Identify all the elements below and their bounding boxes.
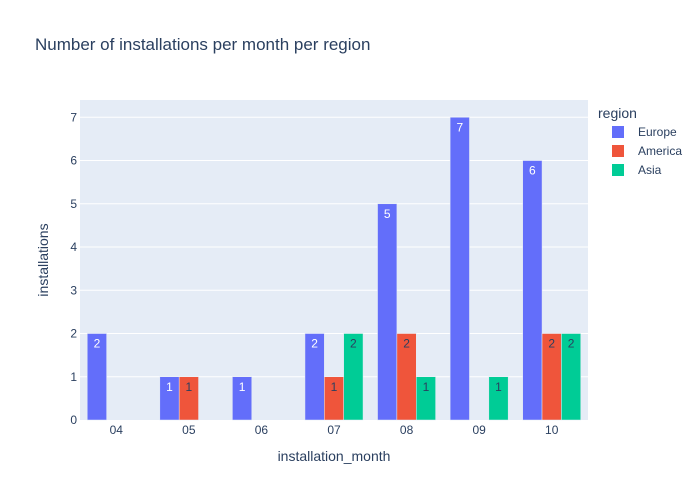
bar-europe (449, 117, 470, 421)
x-tick-label: 10 (545, 423, 559, 437)
bar-value-label: 2 (311, 337, 318, 351)
y-gridlines (80, 116, 588, 378)
legend-label-europe: Europe (638, 125, 677, 139)
bar-asia (343, 333, 364, 421)
x-tick-label: 04 (110, 423, 124, 437)
bar-asia (561, 333, 581, 421)
legend-label-asia: Asia (638, 163, 662, 177)
bar-asia (488, 376, 509, 421)
legend: region Europe America Asia (598, 105, 682, 177)
bar-europe (232, 376, 253, 421)
bar-value-label: 5 (384, 207, 391, 221)
plot-area (80, 100, 588, 420)
y-axis-title: installations (35, 223, 51, 296)
legend-title: region (598, 105, 637, 121)
bar-value-label: 2 (350, 337, 357, 351)
legend-swatch-europe (612, 126, 624, 138)
y-tick-label: 1 (70, 370, 77, 384)
y-tick-label: 2 (70, 327, 77, 341)
y-tick-labels: 0 1 2 3 4 5 6 7 (70, 110, 77, 427)
legend-swatch-america (612, 145, 624, 157)
legend-items: Europe America Asia (612, 125, 682, 177)
bar-value-label: 1 (331, 380, 338, 394)
x-axis-title: installation_month (278, 448, 391, 464)
x-tick-labels: 04 05 06 07 08 09 10 (110, 423, 559, 437)
x-tick-label: 06 (255, 423, 269, 437)
legend-swatch-asia (612, 164, 624, 176)
bar-europe (377, 203, 398, 421)
x-tick-label: 05 (182, 423, 196, 437)
legend-label-america: America (638, 144, 682, 158)
bars (87, 117, 581, 421)
bar-value-label: 2 (568, 337, 575, 351)
bar-value-label: 2 (403, 337, 410, 351)
bar-value-label: 7 (456, 120, 463, 134)
bar-europe (87, 333, 107, 421)
bar-value-label: 1 (186, 380, 193, 394)
bar-value-label: 2 (94, 337, 101, 351)
bar-value-label: 1 (166, 380, 173, 394)
bar-america (178, 376, 199, 421)
y-tick-label: 0 (70, 413, 77, 427)
bar-europe (522, 160, 543, 421)
bar-value-label: 1 (495, 380, 502, 394)
y-tick-label: 3 (70, 283, 77, 297)
bar-asia (415, 376, 436, 421)
x-tick-label: 08 (400, 423, 414, 437)
y-tick-label: 6 (70, 154, 77, 168)
x-tick-label: 09 (472, 423, 486, 437)
y-tick-label: 7 (70, 110, 77, 124)
x-tick-label: 07 (327, 423, 341, 437)
bar-value-label: 6 (529, 164, 536, 178)
chart-title: Number of installations per month per re… (35, 35, 370, 54)
y-tick-label: 5 (70, 197, 77, 211)
bar-value-label: 1 (239, 380, 246, 394)
bar-value-label: 1 (423, 380, 430, 394)
bar-value-label: 2 (548, 337, 555, 351)
y-tick-label: 4 (70, 240, 77, 254)
